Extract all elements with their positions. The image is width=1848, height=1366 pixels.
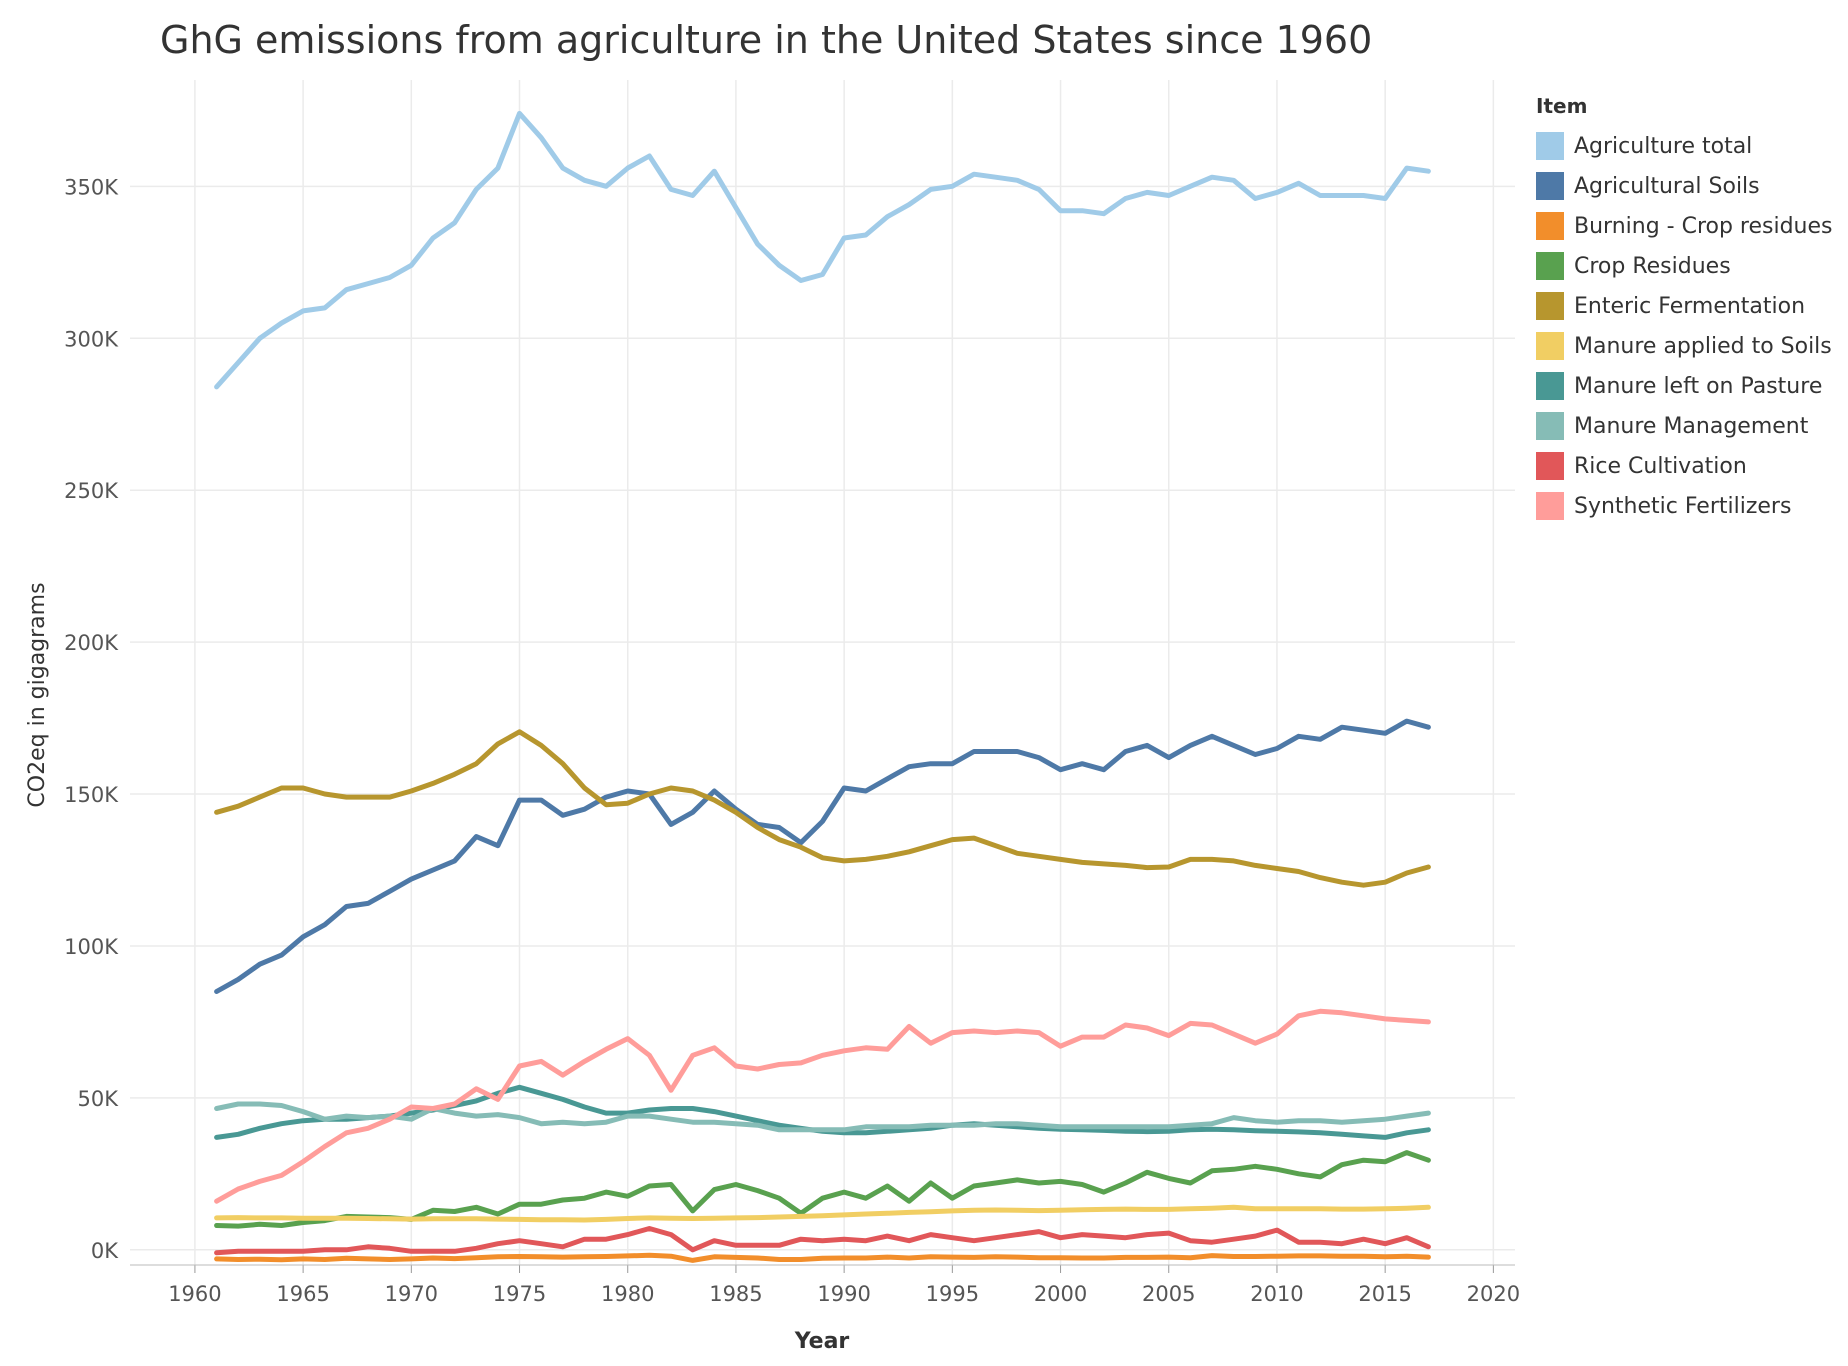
series-line-enteric-fermentation — [214, 729, 1431, 888]
legend-item-synthetic-fertilizers[interactable]: Synthetic Fertilizers — [1536, 486, 1841, 526]
legend-item-burning-crop-residues[interactable]: Burning - Crop residues — [1536, 206, 1841, 246]
legend-swatch — [1536, 492, 1564, 520]
y-tick-label: 150K — [64, 783, 119, 807]
axes: 1960 1965 1970 1975 1980 1985 1990 1995 2000 2005… — [64, 175, 1520, 1306]
x-axis-title: Year — [794, 1329, 850, 1354]
legend-item-rice-cultivation[interactable]: Rice Cultivation — [1536, 446, 1841, 486]
legend-item-manure-management[interactable]: Manure Management — [1536, 406, 1841, 446]
legend-swatch — [1536, 372, 1564, 400]
legend-label: Enteric Fermentation — [1574, 293, 1806, 319]
x-tick-label: 1995 — [926, 1282, 979, 1306]
y-axis-title: CO2eq in gigagrams — [25, 582, 50, 807]
y-tick-label: 200K — [64, 631, 119, 655]
legend-item-crop-residues[interactable]: Crop Residues — [1536, 246, 1841, 286]
legend-label: Crop Residues — [1574, 253, 1731, 279]
legend-swatch — [1536, 452, 1564, 480]
legend-label: Manure applied to Soils — [1574, 333, 1832, 359]
y-tick-label: 250K — [64, 479, 119, 503]
legend-swatch — [1536, 332, 1564, 360]
series-line-agriculture-total — [214, 110, 1431, 390]
legend-label: Rice Cultivation — [1574, 453, 1747, 479]
legend-label: Manure left on Pasture — [1574, 373, 1823, 399]
y-tick-label: 100K — [64, 935, 119, 959]
x-tick-label: 2005 — [1142, 1282, 1195, 1306]
legend: Item Agriculture total Agricultural Soils… — [1536, 94, 1841, 526]
legend-label: Agricultural Soils — [1574, 173, 1760, 199]
legend-swatch — [1536, 132, 1564, 160]
legend-swatch — [1536, 412, 1564, 440]
legend-item-manure-left-on-pasture[interactable]: Manure left on Pasture — [1536, 366, 1841, 406]
legend-label: Synthetic Fertilizers — [1574, 493, 1792, 519]
series-line-synthetic-fertilizers — [214, 1008, 1431, 1204]
legend-item-enteric-fermentation[interactable]: Enteric Fermentation — [1536, 286, 1841, 326]
legend-swatch — [1536, 292, 1564, 320]
x-tick-label: 2015 — [1358, 1282, 1411, 1306]
series-line-burning-crop-residues — [214, 1252, 1431, 1263]
series-line-manure-management — [214, 1101, 1431, 1133]
y-tick-label: 50K — [78, 1087, 120, 1111]
x-tick-label: 2010 — [1250, 1282, 1303, 1306]
legend-swatch — [1536, 212, 1564, 240]
series-line-agricultural-soils — [214, 718, 1431, 994]
y-tick-label: 300K — [64, 327, 119, 351]
x-tick-label: 1990 — [817, 1282, 870, 1306]
x-tick-label: 1965 — [276, 1282, 329, 1306]
x-tick-label: 1960 — [168, 1282, 221, 1306]
series-line-rice-cultivation — [214, 1226, 1431, 1256]
x-tick-label: 1980 — [601, 1282, 654, 1306]
legend-item-agricultural-soils[interactable]: Agricultural Soils — [1536, 166, 1841, 206]
grid — [130, 80, 1515, 1265]
x-tick-label: 1985 — [709, 1282, 762, 1306]
x-tick-label: 2020 — [1467, 1282, 1520, 1306]
series-lines — [214, 110, 1431, 1263]
legend-label: Burning - Crop residues — [1574, 213, 1833, 239]
chart-title: GhG emissions from agriculture in the Un… — [160, 18, 1373, 62]
x-tick-label: 1970 — [385, 1282, 438, 1306]
legend-swatch — [1536, 172, 1564, 200]
legend-item-agriculture-total[interactable]: Agriculture total — [1536, 126, 1841, 166]
legend-label: Agriculture total — [1574, 133, 1753, 159]
x-tick-label: 1975 — [493, 1282, 546, 1306]
series-line-manure-applied-to-soils — [214, 1204, 1431, 1223]
legend-swatch — [1536, 252, 1564, 280]
legend-items: Agriculture total Agricultural Soils Burni… — [1536, 126, 1841, 526]
y-tick-label: 350K — [64, 175, 119, 199]
y-tick-label: 0K — [91, 1239, 119, 1263]
series-line-crop-residues — [214, 1150, 1431, 1229]
legend-label: Manure Management — [1574, 413, 1809, 439]
x-tick-label: 2000 — [1034, 1282, 1087, 1306]
legend-title: Item — [1536, 94, 1588, 118]
legend-item-manure-applied-to-soils[interactable]: Manure applied to Soils — [1536, 326, 1841, 366]
